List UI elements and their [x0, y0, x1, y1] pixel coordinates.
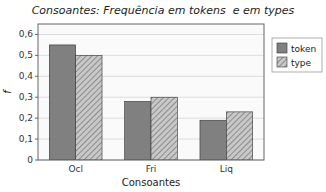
y-tick-label: 0,1	[19, 134, 33, 144]
bar	[226, 112, 252, 160]
y-tick-label: 0,6	[19, 29, 34, 39]
y-tick-label: 0,2	[19, 113, 33, 123]
bar	[76, 55, 102, 160]
y-tick-label: 0	[27, 155, 33, 165]
bar	[49, 45, 75, 160]
legend-label: token	[291, 44, 316, 54]
legend-swatch	[277, 43, 287, 53]
bar	[125, 101, 151, 160]
x-axis-label: Consoantes	[122, 177, 181, 188]
grid-line	[38, 34, 264, 35]
title: Consoantes: Frequência em tokens e em ty…	[32, 4, 295, 17]
y-tick-label: 0,5	[19, 50, 33, 60]
legend-swatch	[277, 57, 287, 67]
plot-background	[38, 24, 264, 160]
chart-container: Consoantes: Frequência em tokens e em ty…	[0, 0, 326, 192]
x-tick-label: Liq	[220, 164, 233, 174]
bars	[49, 45, 252, 160]
y-tick-label: 0,3	[19, 92, 33, 102]
y-axis-label: f	[2, 89, 13, 94]
plot-frame	[38, 24, 264, 160]
y-tick-label: 0,4	[19, 71, 34, 81]
legend-label: type	[291, 58, 312, 68]
chart-svg: Consoantes: Frequência em tokens e em ty…	[0, 0, 326, 192]
legend-frame	[272, 38, 322, 72]
x-tick-label: Fri	[146, 164, 157, 174]
legend: token type	[272, 38, 322, 72]
bar	[200, 120, 226, 160]
x-tick-label: Ocl	[68, 164, 83, 174]
bar	[151, 97, 177, 160]
